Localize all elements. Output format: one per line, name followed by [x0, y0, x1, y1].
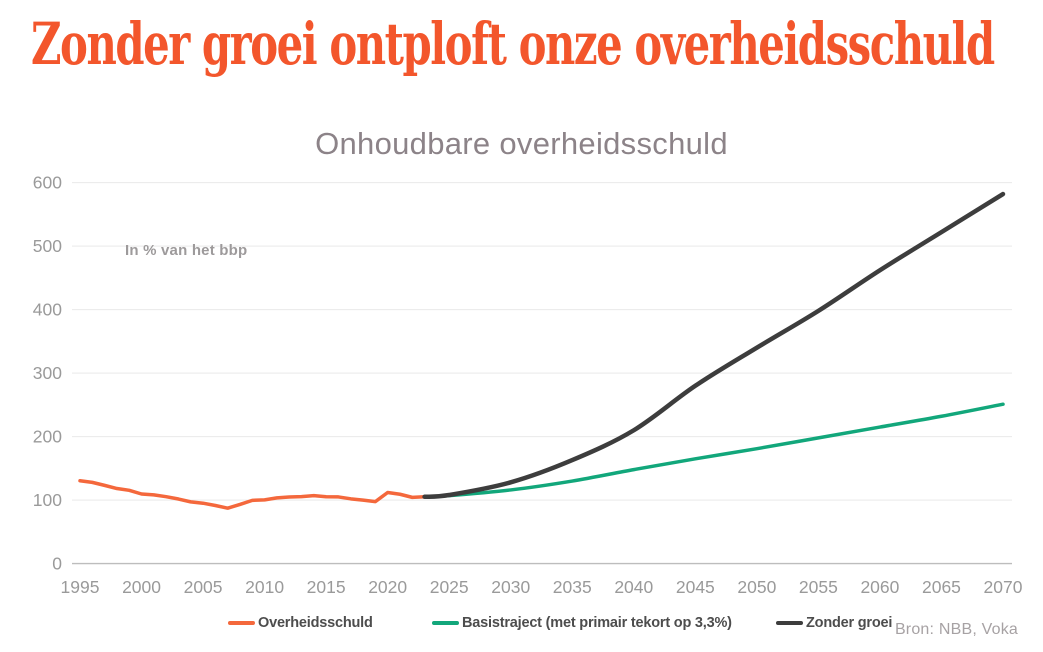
x-tick-label: 2025: [430, 577, 469, 597]
y-tick-label: 500: [33, 236, 62, 256]
x-tick-label: 2070: [984, 577, 1023, 597]
series-line-overheidsschuld: [78, 478, 427, 510]
x-tick-label: 2065: [922, 577, 961, 597]
x-axis-labels: 1995 2000 2005 2010 2015 2020 2025 2030 2035 2040…: [61, 577, 1023, 597]
y-axis-labels: 0 100 200 300 400 500 600: [33, 173, 62, 574]
x-tick-label: 2050: [737, 577, 776, 597]
x-tick-label: 2060: [860, 577, 899, 597]
x-tick-label: 2010: [245, 577, 284, 597]
legend-item-zonder-groei: Zonder groei: [776, 614, 892, 632]
x-tick-label: 2000: [122, 577, 161, 597]
y-tick-label: 100: [33, 490, 62, 510]
x-tick-label: 2030: [491, 577, 530, 597]
unit-label: In % van het bbp: [125, 242, 248, 259]
x-tick-label: 2045: [676, 577, 715, 597]
legend-swatch-basistraject: [432, 621, 459, 625]
page-title-text: Zonder groei ontploft onze overheidsschu…: [31, 10, 995, 78]
legend-item-basistraject: Basistraject (met primair tekort op 3,3%…: [432, 614, 732, 632]
chart-title: Onhoudbare overheidsschuld: [315, 126, 728, 161]
y-tick-label: 0: [52, 554, 62, 574]
x-tick-label: 2035: [553, 577, 592, 597]
series-lines: [78, 191, 1006, 510]
series-line-zonder-groei: [422, 191, 1006, 500]
y-tick-label: 400: [33, 300, 62, 320]
legend-label-overheidsschuld: Overheidsschuld: [258, 615, 373, 631]
legend-item-overheidsschuld: Overheidsschuld: [228, 614, 373, 632]
x-tick-label: 2040: [614, 577, 653, 597]
y-tick-label: 600: [33, 173, 62, 193]
y-tick-label: 300: [33, 363, 62, 383]
x-tick-label: 1995: [61, 577, 100, 597]
chart-legend: Overheidsschuld Basistraject (met primai…: [0, 614, 1043, 634]
legend-swatch-overheidsschuld: [228, 621, 255, 625]
page-title: Zonder groei ontploft onze overheidsschu…: [31, 14, 1043, 75]
legend-label-zonder-groei: Zonder groei: [806, 615, 893, 631]
gridlines: [72, 182, 1012, 565]
legend-swatch-zonder-groei: [776, 621, 803, 625]
legend-label-basistraject: Basistraject (met primair tekort op 3,3%…: [462, 615, 732, 631]
x-tick-label: 2015: [307, 577, 346, 597]
source-credit: Bron: NBB, Voka: [894, 621, 1018, 638]
x-tick-label: 2005: [184, 577, 223, 597]
x-tick-label: 2020: [368, 577, 407, 597]
y-tick-label: 200: [33, 427, 62, 447]
series-line-basistraject-met-primair-tekort-op-3-3: [422, 402, 1005, 499]
x-tick-label: 2055: [799, 577, 838, 597]
